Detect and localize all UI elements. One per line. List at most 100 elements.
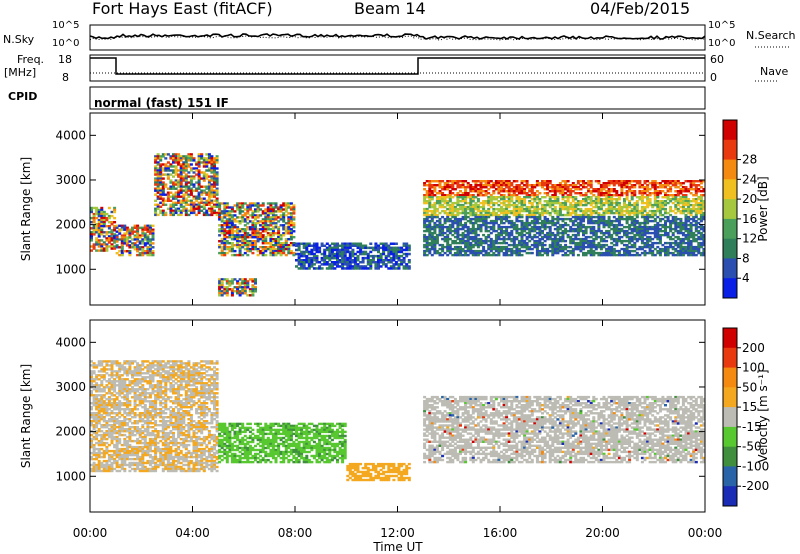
data-cell bbox=[353, 252, 357, 256]
data-cell bbox=[287, 224, 291, 227]
data-cell bbox=[464, 198, 468, 201]
data-cell bbox=[269, 246, 273, 249]
data-cell bbox=[525, 237, 529, 241]
data-cell bbox=[502, 201, 506, 205]
data-cell bbox=[528, 231, 532, 235]
data-cell bbox=[154, 187, 158, 190]
data-cell bbox=[500, 231, 503, 235]
data-cell bbox=[548, 221, 552, 225]
data-cell bbox=[651, 180, 655, 183]
data-cell bbox=[487, 225, 491, 229]
data-cell bbox=[525, 205, 529, 209]
data-cell bbox=[543, 207, 547, 211]
data-cell bbox=[551, 215, 555, 219]
data-cell bbox=[597, 221, 601, 225]
data-cell bbox=[187, 213, 191, 217]
data-cell bbox=[248, 220, 252, 223]
data-cell bbox=[233, 218, 237, 221]
data-cell bbox=[546, 249, 550, 253]
data-cell bbox=[215, 171, 219, 174]
data-cell bbox=[295, 252, 298, 256]
data-cell bbox=[238, 284, 242, 287]
data-cell bbox=[674, 215, 678, 219]
data-cell bbox=[138, 240, 142, 243]
data-cell bbox=[228, 218, 232, 221]
data-cell bbox=[548, 180, 552, 183]
data-cell bbox=[584, 253, 588, 257]
data-cell bbox=[535, 207, 539, 211]
data-cell bbox=[246, 247, 250, 251]
data-cell bbox=[384, 256, 388, 260]
data-cell bbox=[484, 184, 488, 187]
data-cell bbox=[574, 201, 578, 205]
data-cell bbox=[269, 242, 273, 245]
data-cell bbox=[653, 227, 657, 231]
data-cell bbox=[187, 171, 191, 174]
data-cell bbox=[653, 200, 657, 203]
data-cell bbox=[161, 181, 165, 184]
data-cell bbox=[538, 253, 542, 257]
data-cell bbox=[428, 188, 432, 191]
data-cell bbox=[597, 219, 601, 223]
data-cell bbox=[271, 214, 275, 217]
data-cell bbox=[430, 215, 434, 219]
data-cell bbox=[517, 205, 521, 209]
data-cell bbox=[97, 231, 101, 234]
data-cell bbox=[646, 243, 650, 247]
data-cell bbox=[523, 184, 527, 187]
data-cell bbox=[284, 204, 288, 207]
data-cell bbox=[248, 249, 252, 253]
data-cell bbox=[143, 226, 147, 229]
data-cell bbox=[369, 263, 373, 266]
data-cell bbox=[451, 188, 455, 191]
data-cell bbox=[535, 198, 539, 201]
data-cell bbox=[246, 236, 250, 239]
data-cell bbox=[182, 155, 186, 158]
data-cell bbox=[300, 254, 304, 258]
data-cell bbox=[448, 237, 452, 241]
data-cell bbox=[223, 246, 227, 249]
data-cell bbox=[254, 204, 257, 207]
data-cell bbox=[640, 194, 644, 197]
data-cell bbox=[282, 202, 286, 205]
data-cell bbox=[633, 184, 637, 187]
data-cell bbox=[589, 221, 593, 225]
data-cell bbox=[279, 218, 283, 221]
data-cell bbox=[179, 213, 183, 217]
data-cell bbox=[453, 188, 457, 191]
data-cell bbox=[453, 194, 457, 197]
data-cell bbox=[579, 245, 583, 249]
data-cell bbox=[507, 188, 511, 191]
data-cell bbox=[151, 242, 155, 245]
data-cell bbox=[269, 206, 273, 209]
data-cell bbox=[433, 188, 437, 191]
data-cell bbox=[223, 204, 227, 207]
data-cell bbox=[207, 187, 211, 190]
data-cell bbox=[505, 253, 509, 257]
data-cell bbox=[243, 284, 247, 287]
data-cell bbox=[510, 209, 514, 213]
data-cell bbox=[576, 243, 580, 247]
data-cell bbox=[548, 237, 552, 241]
data-cell bbox=[489, 194, 493, 197]
data-cell bbox=[241, 210, 245, 213]
data-cell bbox=[374, 246, 378, 250]
data-cell bbox=[548, 198, 552, 201]
data-cell bbox=[620, 253, 624, 257]
data-cell bbox=[187, 185, 191, 188]
data-cell bbox=[638, 223, 642, 227]
data-cell bbox=[182, 157, 186, 160]
data-cell bbox=[333, 254, 337, 258]
data-cell bbox=[95, 366, 99, 369]
data-cell bbox=[648, 215, 652, 219]
data-cell bbox=[246, 222, 250, 225]
data-cell bbox=[90, 378, 93, 381]
data-cell bbox=[576, 186, 580, 189]
data-cell bbox=[102, 210, 106, 214]
data-cell bbox=[610, 203, 614, 207]
data-cell bbox=[92, 380, 96, 383]
data-cell bbox=[530, 201, 534, 205]
data-cell bbox=[100, 210, 104, 214]
data-cell bbox=[287, 204, 291, 207]
data-cell bbox=[456, 184, 460, 187]
